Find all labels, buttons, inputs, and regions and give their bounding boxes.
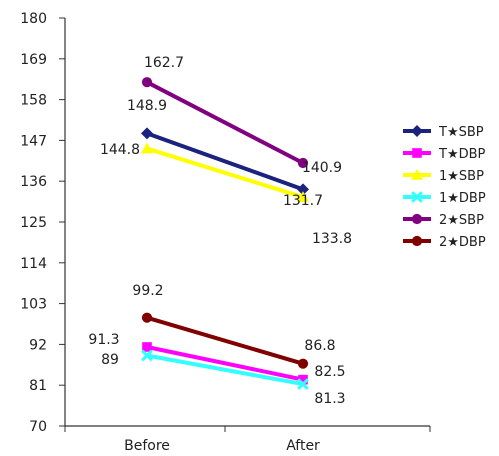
legend: T★SBP T★DBP 1★SBP 1★DBP 2★SBP 2★DBP [403,125,486,250]
data-label: 133.8 [312,231,352,247]
series-line [146,315,304,366]
x-tick-label: After [286,438,320,454]
series-line [146,80,304,165]
x-tick-label: Before [124,438,170,454]
y-tick-label: 147 [20,133,47,149]
data-point-marker [297,378,309,390]
legend-label: 1★DBP [439,191,486,206]
y-tick-label: 81 [29,378,47,394]
data-label: 162.7 [144,55,184,71]
data-point-marker [297,191,309,202]
data-label: 140.9 [302,160,342,176]
series-line [146,353,304,387]
legend-label: T★DBP [438,147,486,162]
legend-marker [412,148,422,158]
data-point-marker [297,358,309,369]
data-label: 131.7 [283,193,323,209]
legend-marker [411,235,423,247]
data-label: 82.5 [314,364,345,380]
legend-label: 1★SBP [439,169,484,184]
series-lines [141,77,309,390]
y-tick-label: 180 [20,11,47,27]
legend-label: 2★DBP [439,235,486,250]
series-line [146,345,304,382]
data-point-marker [141,312,153,323]
data-label: 99.2 [132,283,163,299]
data-point-marker [297,183,309,196]
y-tick-label: 92 [29,337,47,353]
data-label: 86.8 [304,338,335,354]
y-tick-label: 169 [20,52,47,68]
legend-marker [411,213,423,225]
data-point-marker [141,77,153,88]
y-tick-label: 136 [20,174,47,190]
legend-marker [411,125,423,137]
data-point-marker [142,342,152,352]
legend-label: T★SBP [438,125,484,140]
legend-marker [411,169,423,180]
data-point-marker [141,142,153,154]
legend-label: 2★SBP [439,213,484,228]
y-tick-label: 158 [20,93,47,109]
data-labels: 148.9 131.7 91.3 82.5 144.8 133.8 89 81.3 162.7 1… [88,55,352,407]
data-point-marker [141,349,153,362]
data-point-marker [141,127,153,140]
y-tick-label: 114 [20,256,47,272]
data-label: 148.9 [127,98,167,114]
data-point-marker [297,157,309,169]
data-label: 81.3 [314,391,345,407]
data-label: 144.8 [100,142,140,158]
data-point-marker [298,374,308,385]
data-label: 89 [101,352,119,368]
y-tick-label: 103 [20,297,47,313]
data-label: 91.3 [88,332,119,348]
y-tick-label: 70 [29,419,47,435]
legend-marker [411,191,423,203]
y-tick-label: 125 [20,215,47,231]
axes: 70 81 92 103 114 125 136 147 158 169 180 Before Afte… [20,11,431,454]
series-line [146,146,304,200]
series-line [146,131,304,192]
